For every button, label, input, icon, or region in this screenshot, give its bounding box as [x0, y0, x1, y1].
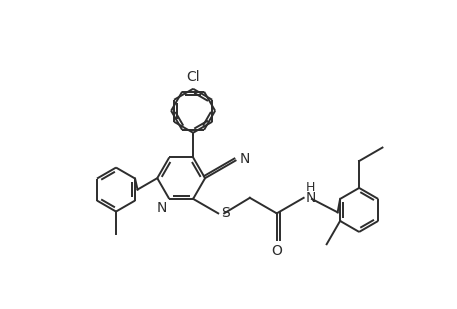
Text: O: O — [271, 244, 282, 258]
Text: Cl: Cl — [186, 70, 200, 84]
Text: N: N — [156, 201, 167, 215]
Text: H: H — [306, 181, 315, 194]
Text: N: N — [306, 191, 316, 205]
Text: N: N — [240, 152, 250, 166]
Text: S: S — [221, 206, 230, 220]
